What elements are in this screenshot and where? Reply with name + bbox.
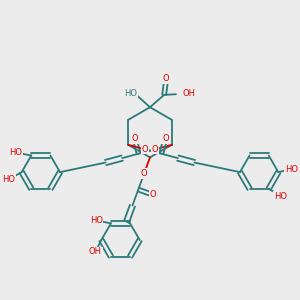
Text: HO: HO <box>90 216 103 225</box>
Text: HO: HO <box>9 148 22 157</box>
Text: OH: OH <box>89 247 102 256</box>
Text: O: O <box>141 169 148 178</box>
Text: O: O <box>150 190 156 200</box>
Text: O: O <box>142 145 148 154</box>
Text: HO: HO <box>2 175 15 184</box>
Text: HO: HO <box>124 89 138 98</box>
Text: HO: HO <box>274 192 287 201</box>
Text: HO: HO <box>285 165 298 174</box>
Text: O: O <box>162 74 169 83</box>
Text: O: O <box>131 134 138 143</box>
Text: O: O <box>162 134 169 143</box>
Text: O: O <box>152 145 158 154</box>
Text: OH: OH <box>182 89 195 98</box>
